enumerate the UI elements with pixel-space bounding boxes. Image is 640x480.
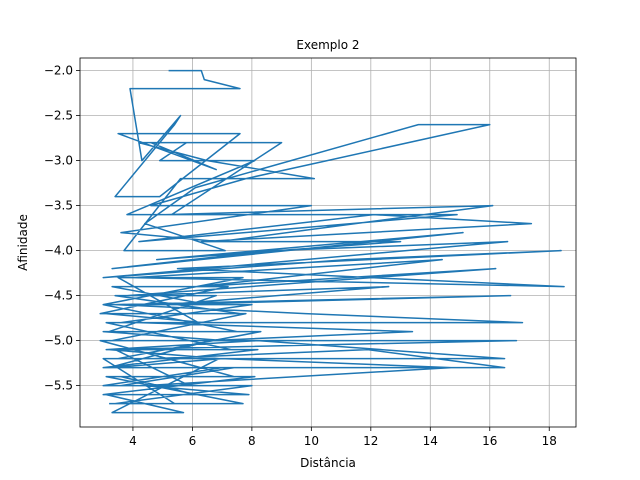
y-tick-label: −5.5	[44, 379, 73, 393]
plot-frame	[79, 57, 577, 428]
y-tick-label: −3.0	[44, 154, 73, 168]
x-tick-label: 6	[189, 434, 197, 448]
x-tick-label: 10	[304, 434, 319, 448]
y-tick-label: −4.5	[44, 289, 73, 303]
y-tick-label: −3.5	[44, 199, 73, 213]
chart-title: Exemplo 2	[296, 38, 359, 52]
x-tick-label: 14	[423, 434, 438, 448]
x-tick-label: 4	[129, 434, 137, 448]
x-tick-label: 8	[248, 434, 256, 448]
series-line	[99, 69, 565, 414]
x-tick-label: 18	[542, 434, 557, 448]
x-tick-label: 16	[482, 434, 497, 448]
x-axis-title: Distância	[300, 456, 356, 470]
x-tick-label: 12	[363, 434, 378, 448]
y-tick-label: −2.5	[44, 109, 73, 123]
y-tick-label: −5.0	[44, 334, 73, 348]
axis-ticks: 4 6 8 10 12 14 16 18 −2.0 −2.5 −3.0 −3.5 −4.0 −4.5 −5.…	[44, 64, 557, 448]
y-tick-label: −4.0	[44, 244, 73, 258]
series-layer	[99, 69, 565, 414]
y-tick-label: −2.0	[44, 64, 73, 78]
y-axis-title: Afinidade	[16, 214, 30, 271]
